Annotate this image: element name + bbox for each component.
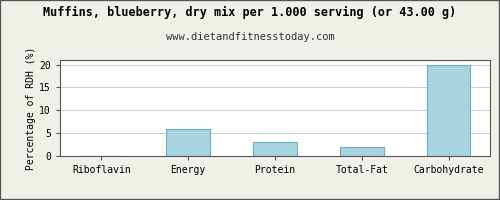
Text: Muffins, blueberry, dry mix per 1.000 serving (or 43.00 g): Muffins, blueberry, dry mix per 1.000 se… bbox=[44, 6, 457, 19]
Bar bbox=[166, 129, 210, 156]
Y-axis label: Percentage of RDH (%): Percentage of RDH (%) bbox=[26, 46, 36, 170]
Bar bbox=[340, 147, 384, 156]
Text: www.dietandfitnesstoday.com: www.dietandfitnesstoday.com bbox=[166, 32, 334, 42]
Bar bbox=[254, 142, 296, 156]
Bar bbox=[427, 65, 470, 156]
